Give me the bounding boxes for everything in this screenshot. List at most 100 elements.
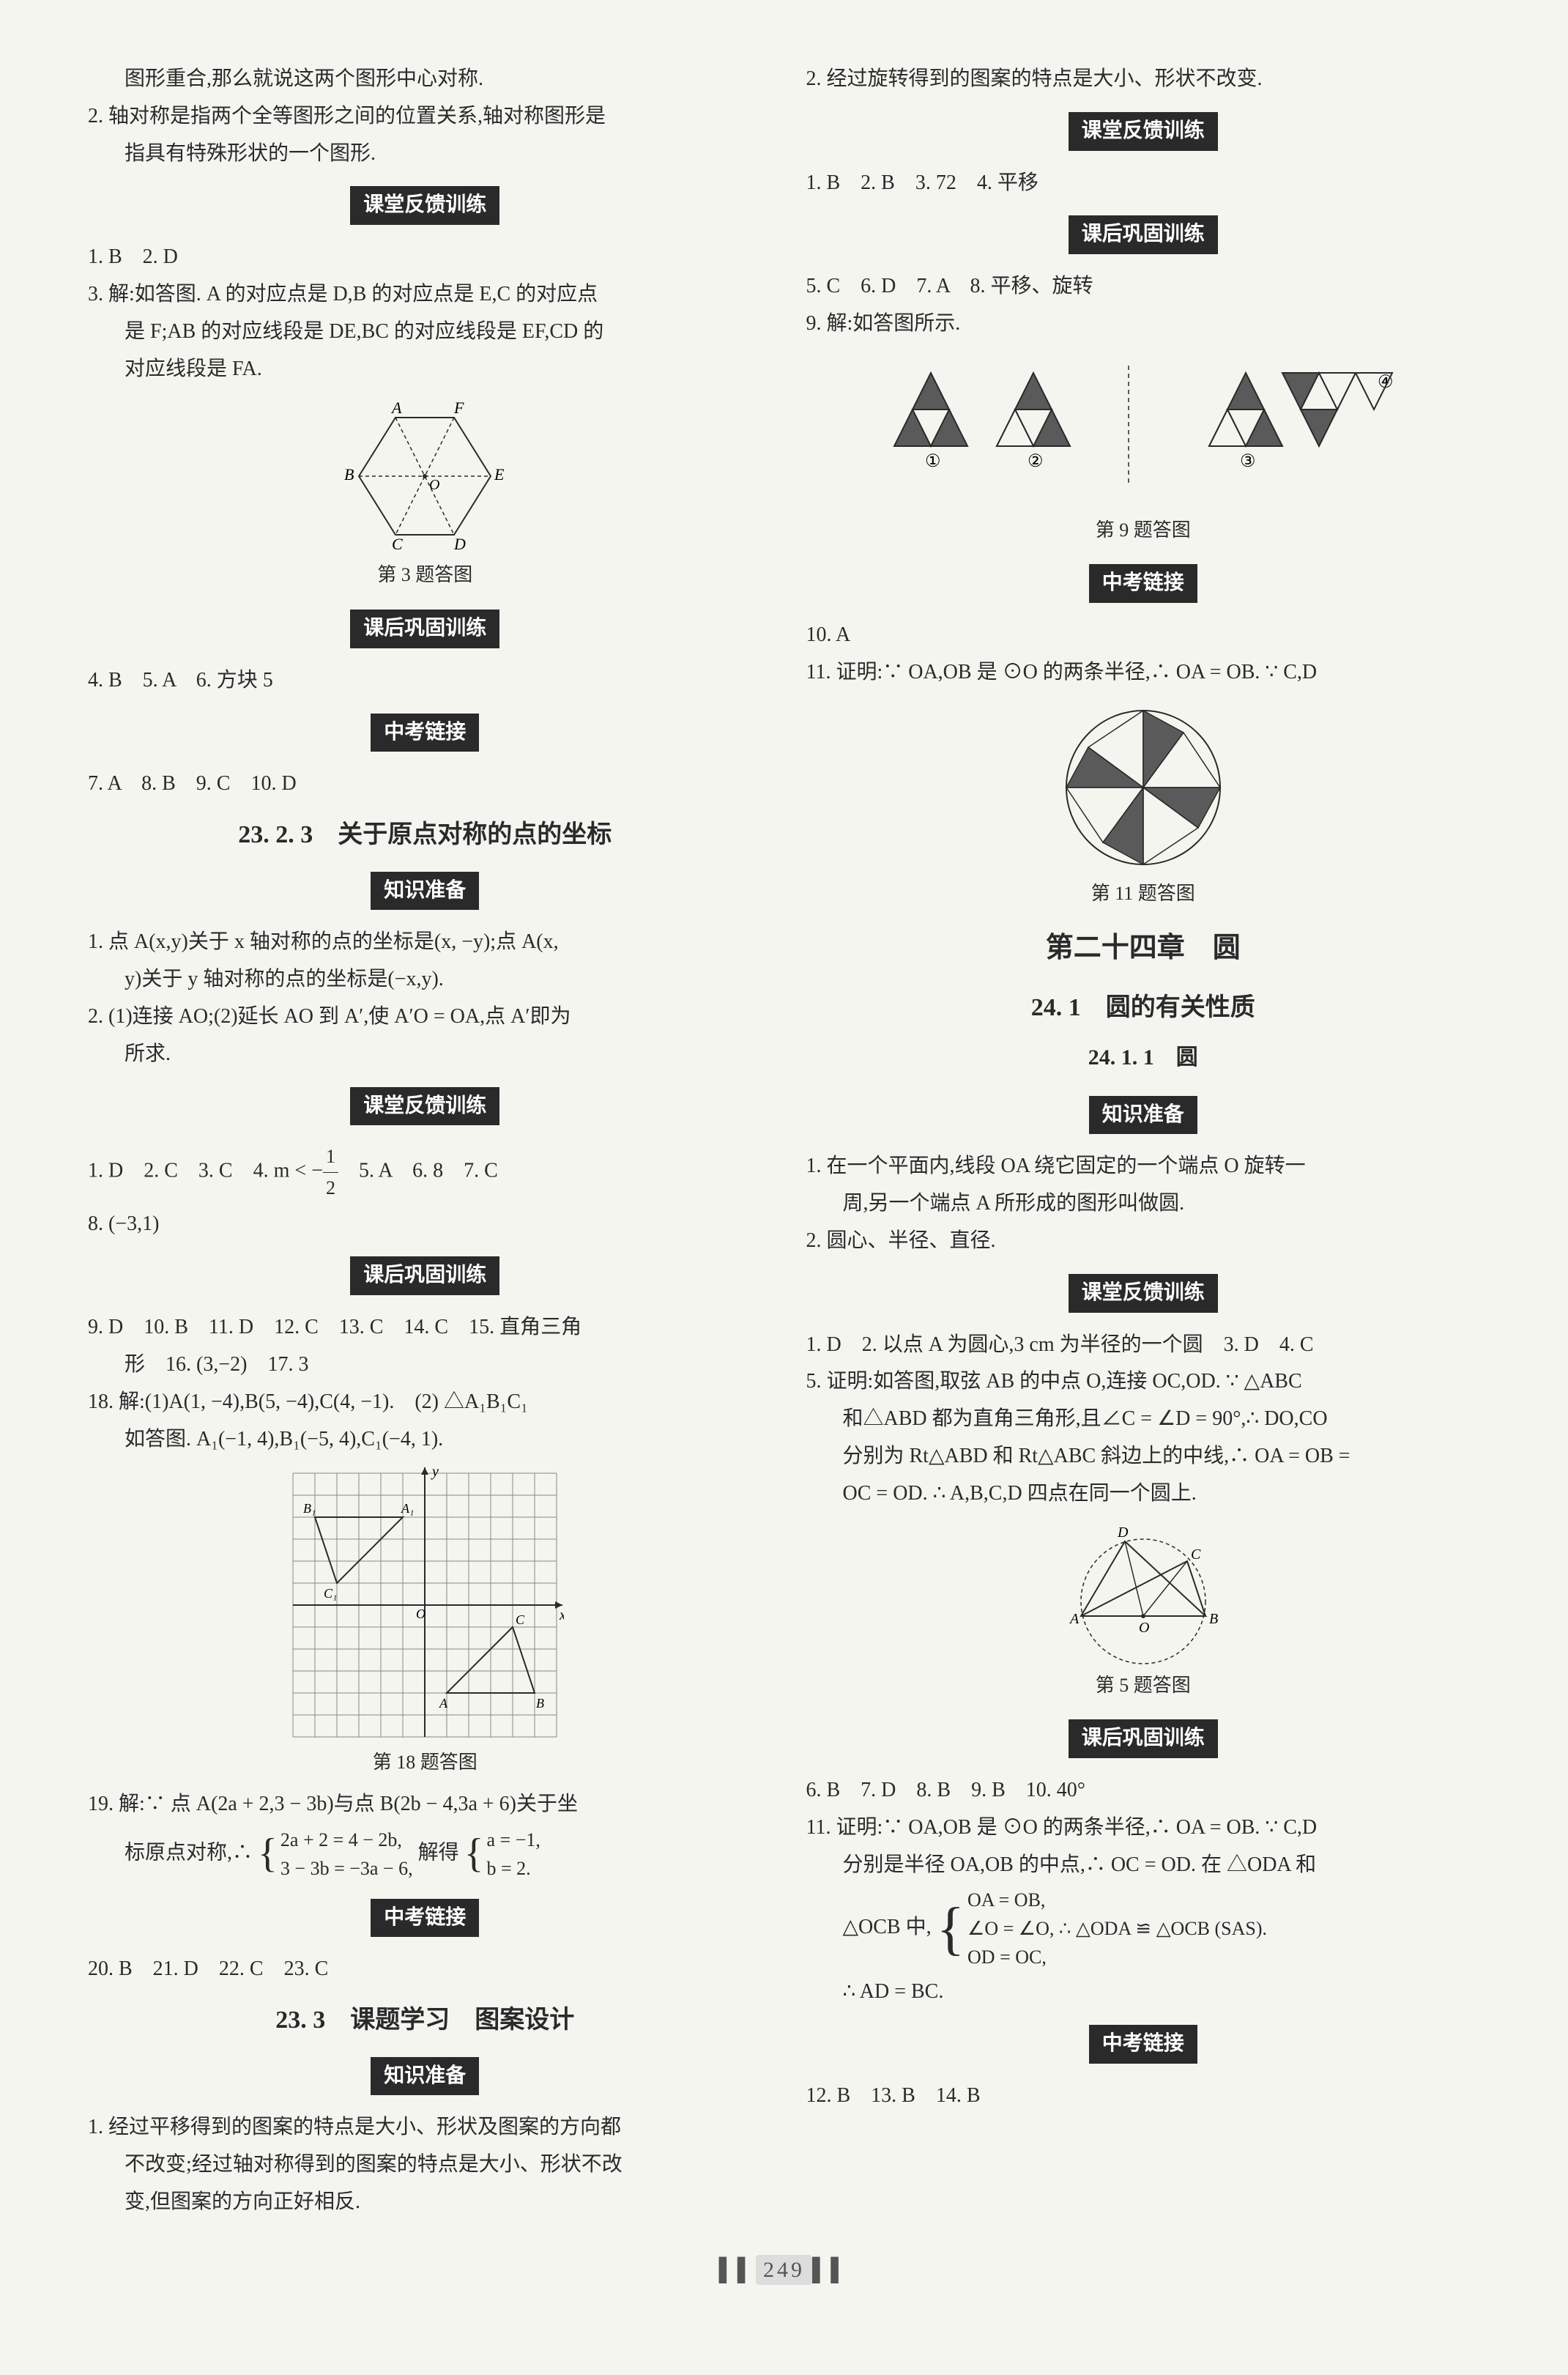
figure-caption: 第 18 题答图 bbox=[88, 1747, 762, 1778]
answer-line: 10. A bbox=[806, 619, 1481, 652]
answer-line: 1. D 2. 以点 A 为圆心,3 cm 为半径的一个圆 3. D 4. C bbox=[806, 1329, 1481, 1362]
svg-text:D: D bbox=[453, 535, 466, 553]
section-header-ketang: 课堂反馈训练 bbox=[350, 186, 499, 225]
svg-text:③: ③ bbox=[1240, 452, 1256, 471]
svg-text:O: O bbox=[416, 1607, 426, 1621]
text-line: 5. 证明:如答图,取弦 AB 的中点 O,连接 OC,OD. ∵ △ABC bbox=[806, 1366, 1481, 1398]
section-header-zhishi: 知识准备 bbox=[371, 2057, 479, 2096]
equation-system: { 2a + 2 = 4 − 2b, 3 − 3b = −3a − 6, bbox=[258, 1826, 413, 1883]
svg-text:D: D bbox=[1117, 1524, 1129, 1541]
text-line: 是 F;AB 的对应线段是 DE,BC 的对应线段是 EF,CD 的 bbox=[88, 316, 762, 349]
svg-text:①: ① bbox=[925, 452, 941, 471]
svg-text:x: x bbox=[559, 1607, 564, 1623]
text-line: 分别为 Rt△ABD 和 Rt△ABC 斜边上的中线,∴ OA = OB = bbox=[806, 1440, 1481, 1473]
answer-line: 6. B 7. D 8. B 9. B 10. 40° bbox=[806, 1774, 1481, 1807]
svg-text:B: B bbox=[536, 1696, 544, 1711]
text-line: 标原点对称,∴ { 2a + 2 = 4 − 2b, 3 − 3b = −3a … bbox=[88, 1826, 762, 1883]
svg-text:②: ② bbox=[1028, 452, 1044, 471]
pinwheel-figure: 第 11 题答图 bbox=[806, 700, 1481, 909]
text-line: 2. 经过旋转得到的图案的特点是大小、形状不改变. bbox=[806, 63, 1481, 96]
svg-text:A: A bbox=[390, 399, 402, 417]
text-line: 周,另一个端点 A 所形成的图形叫做圆. bbox=[806, 1188, 1481, 1220]
text-line: 2. 圆心、半径、直径. bbox=[806, 1225, 1481, 1258]
text-line: 分别是半径 OA,OB 的中点,∴ OC = OD. 在 △ODA 和 bbox=[806, 1849, 1481, 1882]
text-line: 所求. bbox=[88, 1038, 762, 1071]
inscribed-circle-figure: A B C D O 第 5 题答图 bbox=[806, 1521, 1481, 1701]
text-line: 3. 解:如答图. A 的对应点是 D,B 的对应点是 E,C 的对应点 bbox=[88, 278, 762, 311]
page-container: 图形重合,那么就说这两个图形中心对称. 2. 轴对称是指两个全等图形之间的位置关… bbox=[88, 59, 1480, 2223]
svg-text:E: E bbox=[494, 465, 505, 483]
svg-text:C: C bbox=[516, 1612, 525, 1627]
svg-text:B₁: B₁ bbox=[303, 1501, 316, 1516]
answer-line: 20. B 21. D 22. C 23. C bbox=[88, 1953, 762, 1986]
section-header-zhongkao: 中考链接 bbox=[1089, 2025, 1197, 2064]
equation-system: { OA = OB, ∠O = ∠O, ∴ △ODA ≌ △OCB (SAS).… bbox=[937, 1886, 1267, 1971]
answer-line: 8. (−3,1) bbox=[88, 1208, 762, 1241]
text-line: 11. 证明:∵ OA,OB 是 ⊙O 的两条半径,∴ OA = OB. ∵ C… bbox=[806, 1812, 1481, 1845]
svg-text:A: A bbox=[1069, 1611, 1080, 1627]
text-line: △OCB 中, { OA = OB, ∠O = ∠O, ∴ △ODA ≌ △OC… bbox=[806, 1886, 1481, 1971]
section-header-zhongkao: 中考链接 bbox=[371, 714, 479, 752]
answer-line: 1. D 2. C 3. C 4. m < −12 5. A 6. 8 7. C bbox=[88, 1141, 762, 1203]
text-line: 和△ABD 都为直角三角形,且∠C = ∠D = 90°,∴ DO,CO bbox=[806, 1403, 1481, 1436]
text-line: 2. (1)连接 AO;(2)延长 AO 到 A′,使 A′O = OA,点 A… bbox=[88, 1001, 762, 1034]
section-header-ketang: 课堂反馈训练 bbox=[1069, 1274, 1218, 1313]
text-line: OC = OD. ∴ A,B,C,D 四点在同一个圆上. bbox=[806, 1478, 1481, 1511]
svg-text:O: O bbox=[1139, 1620, 1149, 1636]
answer-line: 9. D 10. B 11. D 12. C 13. C 14. C 15. 直… bbox=[88, 1311, 762, 1344]
section-header-kehou: 课后巩固训练 bbox=[350, 1256, 499, 1295]
svg-text:O: O bbox=[429, 477, 439, 493]
svg-text:A: A bbox=[439, 1696, 448, 1711]
section-header-ketang: 课堂反馈训练 bbox=[350, 1087, 499, 1126]
figure-caption: 第 9 题答图 bbox=[806, 515, 1481, 546]
svg-text:F: F bbox=[453, 399, 464, 417]
answer-line: 1. B 2. B 3. 72 4. 平移 bbox=[806, 167, 1481, 200]
text-line: 变,但图案的方向正好相反. bbox=[88, 2186, 762, 2219]
equation-system: { a = −1, b = 2. bbox=[464, 1826, 540, 1883]
section-title: 23. 2. 3 关于原点对称的点的坐标 bbox=[88, 815, 762, 855]
text-line: 9. 解:如答图所示. bbox=[806, 308, 1481, 341]
text-line: 如答图. A₁(−1, 4),B₁(−5, 4),C₁(−4, 1). bbox=[88, 1423, 762, 1456]
text-line: 不改变;经过轴对称得到的图案的特点是大小、形状不改 bbox=[88, 2149, 762, 2182]
answer-line: 形 16. (3,−2) 17. 3 bbox=[88, 1349, 762, 1382]
text-line: 指具有特殊形状的一个图形. bbox=[88, 138, 762, 171]
page-number: ▌▌249▌▌ bbox=[88, 2253, 1480, 2288]
section-header-zhongkao: 中考链接 bbox=[371, 1899, 479, 1938]
answer-line: 7. A 8. B 9. C 10. D bbox=[88, 768, 762, 801]
text-line: ∴ AD = BC. bbox=[806, 1976, 1481, 2009]
answer-line: 4. B 5. A 6. 方块 5 bbox=[88, 664, 762, 697]
section-header-kehou: 课后巩固训练 bbox=[1069, 1719, 1218, 1758]
text-line: 18. 解:(1)A(1, −4),B(5, −4),C(4, −1). (2)… bbox=[88, 1386, 762, 1419]
figure-caption: 第 3 题答图 bbox=[88, 560, 762, 590]
svg-text:B: B bbox=[344, 465, 354, 483]
svg-text:y: y bbox=[431, 1466, 439, 1480]
grid-figure: x y O A₁ B₁ C₁ A B C 第 18 题答图 bbox=[88, 1466, 762, 1778]
text-line: 1. 在一个平面内,线段 OA 绕它固定的一个端点 O 旋转一 bbox=[806, 1150, 1481, 1183]
text-line: 19. 解:∵ 点 A(2a + 2,3 − 3b)与点 B(2b − 4,3a… bbox=[88, 1788, 762, 1821]
svg-text:B: B bbox=[1209, 1611, 1218, 1627]
text-line: 1. 经过平移得到的图案的特点是大小、形状及图案的方向都 bbox=[88, 2111, 762, 2144]
text-line: 图形重合,那么就说这两个图形中心对称. bbox=[88, 63, 762, 96]
figure-caption: 第 5 题答图 bbox=[806, 1670, 1481, 1701]
text-line: y)关于 y 轴对称的点的坐标是(−x,y). bbox=[88, 963, 762, 996]
text-line: 对应线段是 FA. bbox=[88, 353, 762, 386]
answer-line: 5. C 6. D 7. A 8. 平移、旋转 bbox=[806, 270, 1481, 303]
section-header-zhongkao: 中考链接 bbox=[1089, 564, 1197, 603]
text-line: 2. 轴对称是指两个全等图形之间的位置关系,轴对称图形是 bbox=[88, 100, 762, 133]
svg-text:C₁: C₁ bbox=[324, 1586, 337, 1601]
hexagon-figure: A F E D C B O 第 3 题答图 bbox=[88, 396, 762, 590]
section-header-zhishi: 知识准备 bbox=[371, 872, 479, 911]
text-line: 1. 点 A(x,y)关于 x 轴对称的点的坐标是(x, −y);点 A(x, bbox=[88, 926, 762, 959]
subsection-title: 24. 1. 1 圆 bbox=[806, 1040, 1481, 1075]
svg-text:C: C bbox=[1191, 1546, 1201, 1563]
section-header-ketang: 课堂反馈训练 bbox=[1069, 112, 1218, 151]
right-column: 2. 经过旋转得到的图案的特点是大小、形状不改变. 课堂反馈训练 1. B 2.… bbox=[806, 59, 1481, 2223]
section-header-kehou: 课后巩固训练 bbox=[350, 610, 499, 648]
svg-text:A₁: A₁ bbox=[401, 1501, 414, 1516]
left-column: 图形重合,那么就说这两个图形中心对称. 2. 轴对称是指两个全等图形之间的位置关… bbox=[88, 59, 762, 2223]
chapter-title: 第二十四章 圆 bbox=[806, 926, 1481, 971]
section-title: 24. 1 圆的有关性质 bbox=[806, 988, 1481, 1028]
answer-line: 12. B 13. B 14. B bbox=[806, 2080, 1481, 2113]
triangle-pattern-figure: ① ② ③ ④ bbox=[806, 351, 1481, 546]
svg-text:C: C bbox=[392, 535, 403, 553]
